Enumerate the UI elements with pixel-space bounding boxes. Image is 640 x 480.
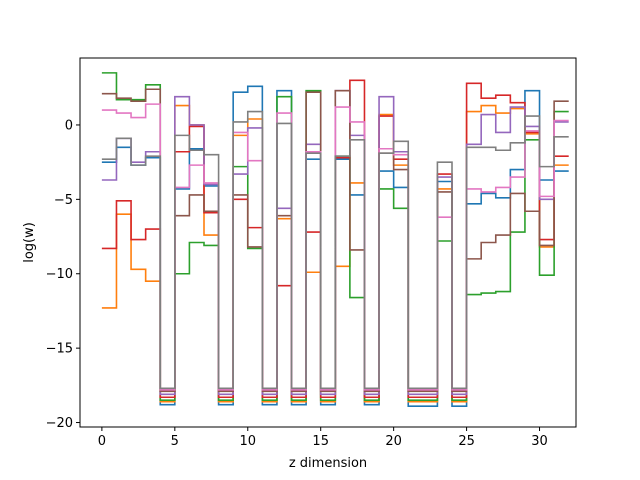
series-line-1: [101, 104, 569, 403]
y-axis: 0 −5 −10 −15 −20: [46, 118, 80, 431]
series-line-4: [101, 89, 569, 396]
x-tick-label: 0: [98, 434, 106, 449]
x-axis: 0 5 10 15 20 25 30: [98, 427, 548, 449]
x-tick-label: 20: [385, 434, 402, 449]
x-tick-label: 30: [531, 434, 548, 449]
y-tick-label: 0: [65, 118, 73, 133]
series-line-5: [101, 88, 569, 393]
x-tick-label: 15: [312, 434, 329, 449]
y-axis-label: log(w): [22, 222, 37, 263]
y-tick-label: −10: [46, 267, 73, 282]
series-line-7: [101, 110, 569, 390]
series-line-0: [101, 85, 569, 407]
y-tick-label: −15: [46, 342, 73, 357]
y-tick-label: −20: [46, 416, 73, 431]
series-line-3: [101, 79, 569, 399]
x-tick-label: 10: [239, 434, 256, 449]
x-tick-label: 25: [458, 434, 475, 449]
x-axis-label: z dimension: [289, 456, 367, 471]
series-line-6: [101, 103, 569, 391]
series-layer: [101, 72, 569, 407]
y-tick-label: −5: [54, 193, 73, 208]
x-tick-label: 5: [171, 434, 179, 449]
plot-frame: [79, 57, 577, 428]
